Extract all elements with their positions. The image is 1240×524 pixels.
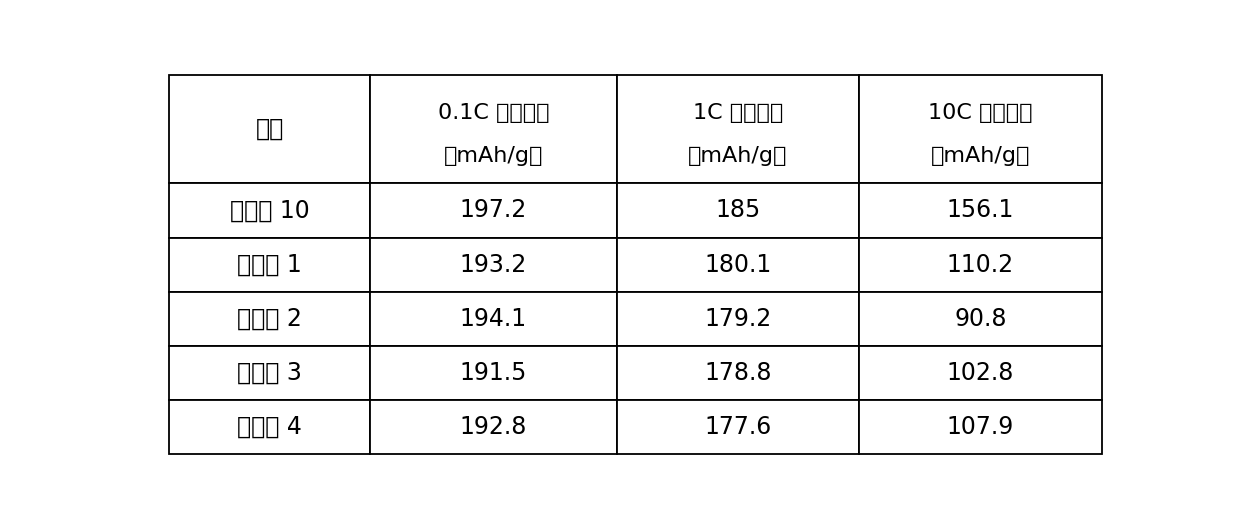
Text: （mAh/g）: （mAh/g） <box>688 146 787 166</box>
Bar <box>370 400 616 454</box>
Text: 对比例 1: 对比例 1 <box>237 253 303 277</box>
Text: 90.8: 90.8 <box>954 307 1007 331</box>
Bar <box>859 237 1101 292</box>
Bar <box>370 183 616 237</box>
Bar <box>859 400 1101 454</box>
Text: 1C 放电容量: 1C 放电容量 <box>693 103 784 123</box>
Text: 194.1: 194.1 <box>460 307 527 331</box>
Text: 192.8: 192.8 <box>460 415 527 439</box>
Text: 156.1: 156.1 <box>946 199 1014 223</box>
Bar <box>170 183 370 237</box>
Bar <box>170 292 370 346</box>
Bar <box>859 346 1101 400</box>
Bar <box>616 75 859 183</box>
Text: 对比例 2: 对比例 2 <box>237 307 303 331</box>
Bar <box>859 183 1101 237</box>
Text: 178.8: 178.8 <box>704 361 771 385</box>
Text: 对比例 3: 对比例 3 <box>237 361 303 385</box>
Text: 197.2: 197.2 <box>460 199 527 223</box>
Text: 组别: 组别 <box>255 117 284 141</box>
Text: 179.2: 179.2 <box>704 307 771 331</box>
Bar <box>859 75 1101 183</box>
Bar <box>616 292 859 346</box>
Bar <box>170 75 370 183</box>
Bar <box>370 75 616 183</box>
Bar <box>170 400 370 454</box>
Bar <box>370 292 616 346</box>
Bar <box>859 292 1101 346</box>
Text: 193.2: 193.2 <box>460 253 527 277</box>
Bar <box>616 183 859 237</box>
Bar <box>616 400 859 454</box>
Text: （mAh/g）: （mAh/g） <box>444 146 543 166</box>
Text: 10C 放电容量: 10C 放电容量 <box>929 103 1033 123</box>
Text: 110.2: 110.2 <box>947 253 1014 277</box>
Bar <box>370 346 616 400</box>
Text: 对比例 4: 对比例 4 <box>237 415 303 439</box>
Text: 177.6: 177.6 <box>704 415 771 439</box>
Bar <box>170 346 370 400</box>
Text: 0.1C 放电容量: 0.1C 放电容量 <box>438 103 549 123</box>
Text: 实施例 10: 实施例 10 <box>229 199 310 223</box>
Bar <box>170 237 370 292</box>
Text: 191.5: 191.5 <box>460 361 527 385</box>
Bar <box>370 237 616 292</box>
Text: 180.1: 180.1 <box>704 253 771 277</box>
Bar <box>616 346 859 400</box>
Text: （mAh/g）: （mAh/g） <box>931 146 1030 166</box>
Text: 107.9: 107.9 <box>947 415 1014 439</box>
Text: 102.8: 102.8 <box>946 361 1014 385</box>
Bar <box>616 237 859 292</box>
Text: 185: 185 <box>715 199 760 223</box>
